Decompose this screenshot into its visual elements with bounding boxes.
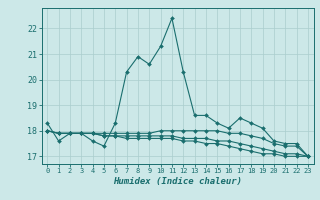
X-axis label: Humidex (Indice chaleur): Humidex (Indice chaleur) <box>113 177 242 186</box>
